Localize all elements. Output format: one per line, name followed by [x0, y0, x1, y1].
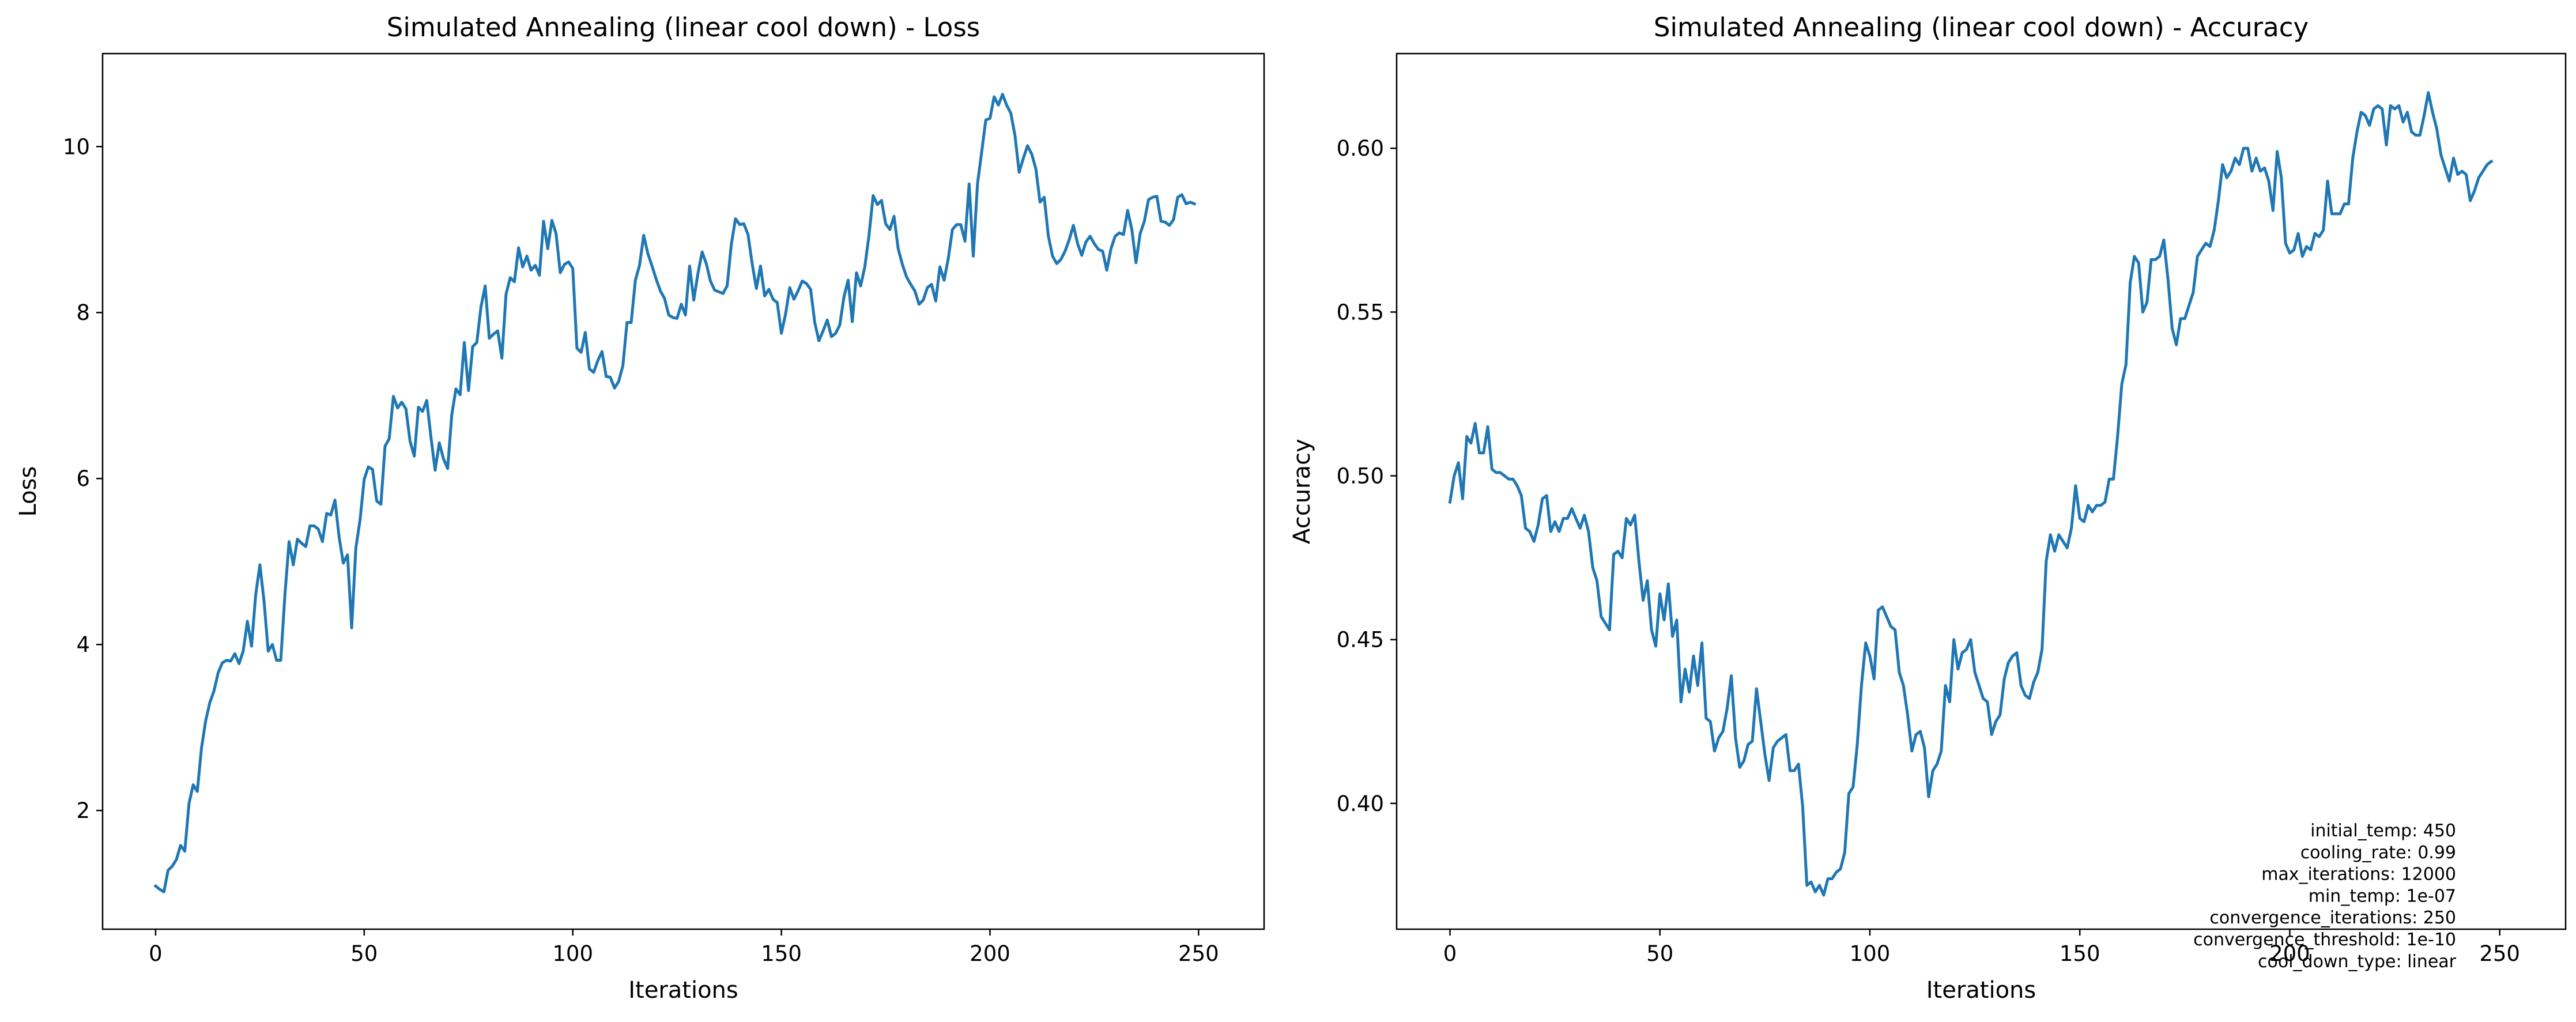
loss-xtick-label: 0 [149, 941, 163, 966]
loss-chart-xlabel: Iterations [628, 977, 738, 1004]
loss-chart-ylabel: Loss [15, 466, 42, 517]
param-initial-temp: initial_temp: 450 [2310, 821, 2456, 841]
accuracy-ytick-label: 0.60 [1337, 136, 1384, 161]
accuracy-chart-title: Simulated Annealing (linear cool down) -… [1654, 12, 2309, 43]
accuracy-ytick-label: 0.55 [1337, 300, 1384, 325]
accuracy-xtick-label: 150 [2060, 941, 2100, 966]
param-convergence-threshold: convergence_threshold: 1e-10 [2193, 930, 2456, 950]
accuracy-chart-ylabel: Accuracy [1289, 439, 1315, 544]
parameter-annotations: initial_temp: 450 cooling_rate: 0.99 max… [2193, 821, 2456, 972]
param-min-temp: min_temp: 1e-07 [2309, 886, 2456, 906]
loss-series-line [153, 93, 1197, 893]
accuracy-xtick-label: 250 [2479, 941, 2520, 966]
loss-xtick-label: 100 [552, 941, 593, 966]
loss-axes-frame [101, 52, 1265, 930]
param-convergence-iterations: convergence_iterations: 250 [2209, 908, 2456, 928]
accuracy-xtick-label: 0 [1443, 941, 1457, 966]
loss-ytick-label: 4 [76, 632, 90, 657]
loss-chart-title: Simulated Annealing (linear cool down) -… [387, 12, 980, 43]
loss-ytick-label: 2 [76, 798, 90, 823]
accuracy-ytick-label: 0.40 [1337, 791, 1384, 816]
param-cooling-rate: cooling_rate: 0.99 [2300, 843, 2456, 863]
loss-ytick-label: 8 [76, 300, 90, 325]
loss-xtick-label: 50 [350, 941, 378, 966]
accuracy-series-line [1448, 91, 2494, 897]
loss-xtick-label: 150 [761, 941, 802, 966]
accuracy-chart: Simulated Annealing (linear cool down) -… [1289, 12, 2567, 1004]
accuracy-axes-frame [1396, 52, 2567, 930]
accuracy-chart-xlabel: Iterations [1926, 977, 2036, 1004]
accuracy-ytick-label: 0.50 [1337, 464, 1384, 489]
loss-ytick-label: 6 [76, 466, 90, 491]
accuracy-xtick-label: 200 [2269, 941, 2310, 966]
accuracy-ytick-label: 0.45 [1337, 628, 1384, 653]
loss-chart: Simulated Annealing (linear cool down) -… [15, 12, 1265, 1004]
param-cool-down-type: cool_down_type: linear [2258, 952, 2457, 972]
param-max-iterations: max_iterations: 12000 [2261, 865, 2456, 885]
accuracy-xtick-label: 100 [1850, 941, 1891, 966]
loss-ytick-label: 10 [63, 134, 90, 159]
loss-xtick-label: 200 [970, 941, 1010, 966]
accuracy-xtick-label: 50 [1646, 941, 1673, 966]
loss-xtick-label: 250 [1178, 941, 1219, 966]
